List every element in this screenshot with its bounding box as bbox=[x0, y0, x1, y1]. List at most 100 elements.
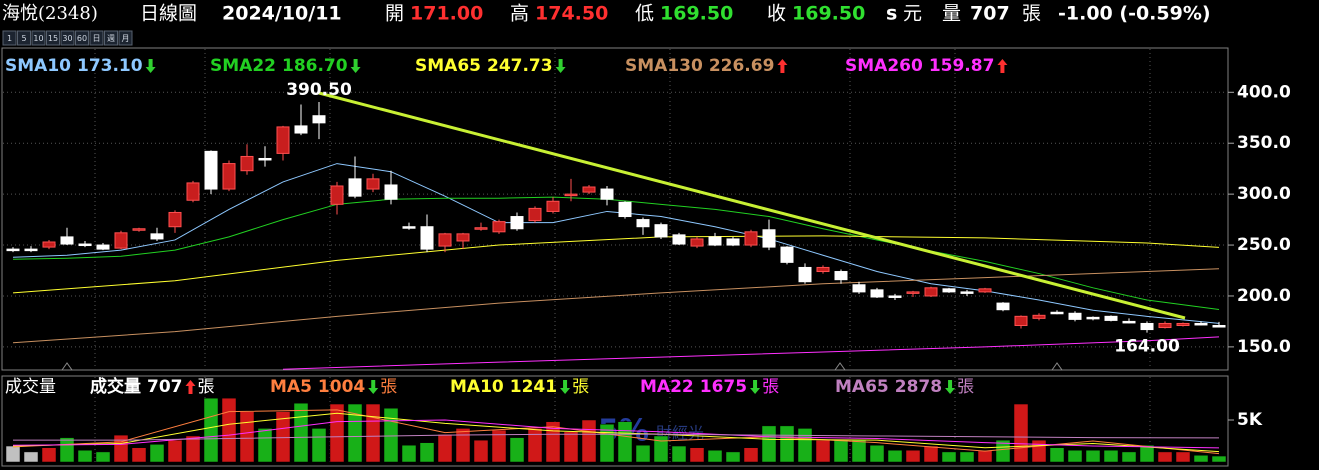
volume-bar bbox=[239, 411, 255, 463]
unit-s: s bbox=[886, 3, 897, 25]
legend-unit: 張 bbox=[762, 377, 779, 397]
legend-entry: 成交量 707 bbox=[90, 376, 183, 397]
candle-body bbox=[942, 288, 956, 293]
volume-bar bbox=[275, 411, 291, 463]
trend-arrow bbox=[777, 59, 788, 73]
volume-bar bbox=[419, 442, 435, 463]
volume-bar bbox=[959, 451, 975, 463]
volume-bar bbox=[221, 397, 237, 463]
candle-body bbox=[1068, 312, 1082, 320]
candle-body bbox=[528, 207, 542, 222]
candle-body bbox=[510, 216, 524, 230]
volume-bar bbox=[941, 451, 957, 463]
candle-body bbox=[150, 233, 164, 240]
toolbar-label: 1 bbox=[7, 34, 12, 43]
candle-body bbox=[384, 184, 398, 200]
legend-value: 1675 bbox=[700, 377, 747, 397]
volume-bar bbox=[149, 444, 165, 463]
volume-bar bbox=[77, 449, 93, 463]
volume-bar bbox=[203, 397, 219, 463]
candle-body bbox=[114, 232, 128, 249]
unit: 元 bbox=[903, 3, 922, 25]
candle-body bbox=[690, 238, 704, 247]
candle-body bbox=[960, 291, 974, 294]
candle-body bbox=[834, 271, 848, 281]
candle-body bbox=[978, 288, 992, 293]
trend-arrow bbox=[555, 59, 566, 73]
volume-bar bbox=[1175, 451, 1191, 463]
legend-entry: SMA260 159.87 bbox=[845, 56, 994, 76]
volume-bar bbox=[869, 444, 885, 463]
candle-body bbox=[1086, 316, 1100, 320]
candle-body bbox=[798, 266, 812, 283]
legend-entry: MA10 1241 bbox=[450, 377, 557, 397]
candle-body bbox=[1050, 311, 1064, 315]
volume-bar bbox=[5, 445, 21, 463]
volume-bar bbox=[653, 435, 669, 463]
candle-body bbox=[582, 186, 596, 193]
legend-name: SMA130 bbox=[625, 56, 703, 76]
volume-bar bbox=[977, 449, 993, 463]
volume-bar bbox=[725, 451, 741, 463]
candle-body bbox=[330, 185, 344, 205]
toolbar-label: 月 bbox=[122, 34, 130, 43]
legend-value: 159.87 bbox=[929, 56, 995, 76]
volume-bar bbox=[689, 447, 705, 463]
volume-bar bbox=[1211, 455, 1227, 463]
candle-body bbox=[618, 201, 632, 218]
quote: 開 171.00 高 174.50 低 169.50 收 169.50 bbox=[385, 3, 865, 25]
ma-line bbox=[12, 419, 1220, 449]
candle-body bbox=[276, 126, 290, 154]
toolbar-button bbox=[46, 30, 60, 46]
candle-body bbox=[600, 188, 614, 200]
grid bbox=[3, 49, 1227, 465]
candle-body bbox=[654, 224, 668, 238]
candle-body bbox=[726, 238, 740, 246]
quote-value: 171.00 bbox=[410, 3, 483, 25]
trend-arrow bbox=[350, 59, 361, 73]
toolbar-label: 週 bbox=[107, 34, 115, 43]
candle-body bbox=[816, 266, 830, 273]
toolbar-button bbox=[118, 30, 133, 46]
toolbar-label: 5 bbox=[21, 34, 26, 43]
trend-arrow bbox=[560, 380, 571, 394]
volume-bar bbox=[851, 439, 867, 463]
volume-bar bbox=[887, 449, 903, 463]
volume-bar bbox=[365, 403, 381, 463]
toolbar-label: 60 bbox=[77, 34, 87, 43]
candle-body bbox=[780, 246, 794, 263]
annotation: 164.00 bbox=[1114, 337, 1180, 357]
legend-value: 173.10 bbox=[77, 56, 143, 76]
candle-body bbox=[1104, 315, 1118, 321]
legend-value: 1004 bbox=[318, 377, 365, 397]
volume-bar bbox=[347, 403, 363, 463]
candle-body bbox=[1176, 322, 1190, 326]
ma-line bbox=[13, 433, 1220, 441]
candle-body bbox=[1032, 314, 1046, 319]
volume: 707 bbox=[970, 3, 1010, 25]
quote-value: 169.50 bbox=[792, 3, 865, 25]
volume-bar bbox=[23, 451, 39, 463]
legend-name: SMA260 bbox=[845, 56, 923, 76]
header: 海悅(2348) 日線圖 2024/10/11 開 171.00 高 174.50 低 1… bbox=[2, 3, 1211, 25]
toolbar-button bbox=[89, 30, 104, 46]
period: 日線圖 bbox=[140, 3, 197, 25]
candle-body bbox=[78, 243, 92, 247]
legend-name: SMA10 bbox=[5, 56, 71, 76]
marker bbox=[1051, 362, 1063, 371]
y-tick-label: 250.0 bbox=[1237, 235, 1291, 255]
volume-bar bbox=[761, 425, 777, 463]
panel-title: 成交量 bbox=[5, 377, 56, 397]
legend-name: 成交量 bbox=[90, 376, 141, 397]
legend-unit: 張 bbox=[957, 377, 974, 397]
toolbar-button bbox=[2, 30, 17, 46]
trend-arrow bbox=[368, 380, 379, 394]
y-tick-label: 400.0 bbox=[1237, 82, 1291, 102]
candle-body bbox=[762, 229, 776, 248]
candle-body bbox=[168, 211, 182, 228]
toolbar-button bbox=[60, 30, 75, 46]
candle-body bbox=[240, 155, 254, 172]
candle-body bbox=[96, 244, 110, 250]
candle-body bbox=[258, 157, 272, 161]
